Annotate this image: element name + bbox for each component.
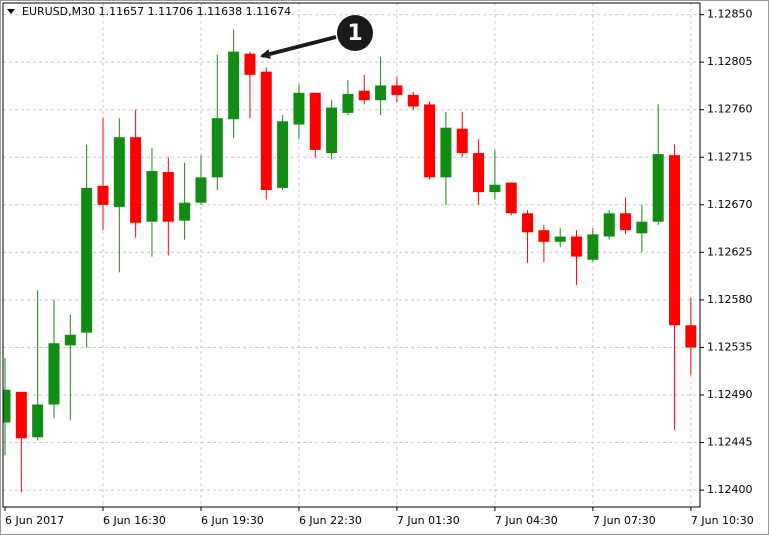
candle-body: [81, 187, 93, 333]
candle-body: [571, 236, 583, 257]
x-tick-label: 7 Jun 07:30: [593, 514, 656, 527]
candle-body: [652, 154, 664, 222]
candle-body: [277, 121, 289, 188]
annotation-label: 1: [347, 21, 362, 46]
candle-body: [538, 230, 550, 242]
plot-border: [2, 2, 701, 508]
y-tick-label: 1.12850: [707, 8, 753, 21]
x-tick-label: 7 Jun 10:30: [691, 514, 754, 527]
y-tick-label: 1.12760: [707, 103, 753, 116]
annotation-badge: [337, 15, 373, 51]
y-tick-label: 1.12580: [707, 293, 753, 306]
candle-body: [685, 325, 697, 348]
candle-body: [669, 155, 681, 326]
candle-body: [342, 93, 354, 113]
x-tick-label: 6 Jun 19:30: [201, 514, 264, 527]
menu-triangle: [7, 9, 15, 14]
annotation-arrow: [260, 35, 337, 59]
candle-body: [48, 343, 60, 405]
candle-body: [505, 182, 517, 214]
candle-body: [179, 202, 191, 221]
y-tick-label: 1.12715: [707, 150, 753, 163]
candle-body: [636, 221, 648, 234]
chart-title: EURUSD,M30 1.11657 1.11706 1.11638 1.116…: [22, 5, 291, 18]
candle-body: [620, 213, 632, 231]
candle-body: [603, 213, 615, 237]
x-tick-label: 6 Jun 22:30: [299, 514, 362, 527]
candle-body: [375, 85, 387, 101]
candle-body: [293, 92, 305, 125]
candle-body: [32, 404, 44, 438]
x-tick-label: 7 Jun 01:30: [397, 514, 460, 527]
candle-body: [97, 185, 109, 205]
candle-body: [326, 107, 338, 154]
x-tick-label: 6 Jun 2017: [5, 514, 64, 527]
candle-body: [554, 236, 566, 242]
candle-body: [358, 90, 370, 101]
x-tick-label: 6 Jun 16:30: [103, 514, 166, 527]
candle-body: [424, 104, 436, 178]
candle-body: [473, 153, 485, 193]
y-tick-label: 1.12445: [707, 436, 753, 449]
candle-body: [244, 53, 256, 75]
candle-body: [440, 127, 452, 178]
candle-body: [587, 234, 599, 260]
y-tick-label: 1.12805: [707, 55, 753, 68]
candle-body: [522, 213, 534, 233]
candle-body: [113, 137, 125, 207]
candle-body: [195, 177, 207, 203]
candle-body: [162, 172, 174, 222]
candle-body: [15, 391, 27, 439]
candle-body: [391, 85, 403, 95]
candle-body: [456, 128, 468, 154]
y-tick-label: 1.12670: [707, 198, 753, 211]
candle-body: [211, 118, 223, 178]
candle-body: [309, 92, 321, 150]
candle-body: [146, 171, 158, 222]
y-tick-label: 1.12625: [707, 245, 753, 258]
candle-body: [407, 94, 419, 107]
y-tick-label: 1.12400: [707, 483, 753, 496]
y-tick-label: 1.12490: [707, 388, 753, 401]
y-tick-label: 1.12535: [707, 340, 753, 353]
candle-body: [260, 71, 272, 191]
candle-body: [130, 137, 142, 223]
candle-body: [3, 389, 11, 423]
candle-body: [489, 184, 501, 193]
x-tick-label: 7 Jun 04:30: [495, 514, 558, 527]
candle-body: [64, 334, 76, 346]
candle-body: [228, 51, 240, 120]
candles: [3, 29, 697, 493]
